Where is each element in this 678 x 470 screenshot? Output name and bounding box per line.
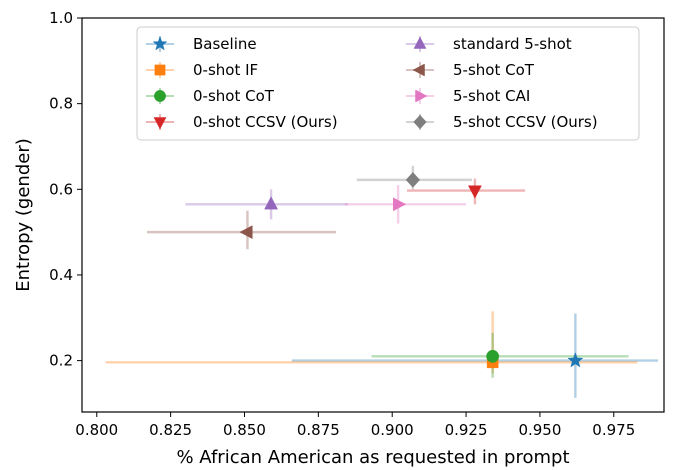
point-0-shot-cot bbox=[486, 349, 500, 363]
legend-label-standard-5-shot: standard 5-shot bbox=[453, 35, 572, 53]
x-tick-label: 0.900 bbox=[371, 421, 414, 439]
y-axis-ticks: 0.2 0.4 0.6 0.8 1.0 bbox=[49, 9, 82, 370]
x-axis-label: % African American as requested in promp… bbox=[176, 447, 569, 468]
legend-label-5-shot-cot: 5-shot CoT bbox=[453, 61, 535, 79]
legend-label-0-shot-cot: 0-shot CoT bbox=[193, 87, 275, 105]
x-tick-label: 0.975 bbox=[592, 421, 635, 439]
legend-marker-5-shot-cot bbox=[412, 63, 425, 77]
legend-marker-5-shot-ccsv-ours bbox=[413, 114, 427, 130]
legend-label-5-shot-cai: 5-shot CAI bbox=[453, 87, 530, 105]
legend-label-baseline: Baseline bbox=[193, 35, 257, 53]
legend-marker-baseline bbox=[152, 36, 168, 51]
x-tick-label: 0.825 bbox=[149, 421, 192, 439]
point-5-shot-cai bbox=[392, 197, 407, 212]
x-tick-label: 0.925 bbox=[445, 421, 488, 439]
y-tick-label: 0.4 bbox=[49, 266, 73, 284]
point-baseline bbox=[567, 352, 584, 368]
y-tick-label: 0.2 bbox=[49, 352, 73, 370]
x-tick-label: 0.850 bbox=[223, 421, 266, 439]
plot-frame bbox=[81, 17, 665, 413]
point-5-shot-cot bbox=[239, 225, 253, 240]
y-tick-label: 0.8 bbox=[49, 95, 73, 113]
legend-label-0-shot-if: 0-shot IF bbox=[193, 61, 258, 79]
x-tick-label: 0.875 bbox=[297, 421, 340, 439]
legend-marker-0-shot-ccsv-ours bbox=[153, 117, 167, 130]
point-standard-5-shot bbox=[264, 196, 278, 210]
point-0-shot-ccsv-ours bbox=[468, 185, 482, 199]
legend-label-5-shot-ccsv-ours: 5-shot CCSV (Ours) bbox=[453, 113, 598, 131]
x-axis-ticks: 0.800 0.825 0.850 0.875 0.900 0.925 0.950 0.975 bbox=[75, 412, 635, 439]
legend: Baseline 0-shot IF 0-shot CoT 0-shot CCSV (… bbox=[136, 26, 640, 141]
legend-marker-5-shot-cai bbox=[415, 89, 428, 103]
data-markers bbox=[239, 172, 584, 369]
y-tick-label: 0.6 bbox=[49, 180, 73, 198]
y-axis-label: Entropy (gender) bbox=[13, 138, 34, 292]
legend-label-0-shot-ccsv-ours: 0-shot CCSV (Ours) bbox=[193, 113, 338, 131]
x-tick-label: 0.950 bbox=[518, 421, 561, 439]
point-5-shot-ccsv-ours bbox=[405, 172, 421, 188]
legend-box bbox=[136, 26, 640, 141]
legend-marker-0-shot-cot bbox=[154, 90, 166, 102]
y-tick-label: 1.0 bbox=[49, 9, 73, 27]
legend-marker-0-shot-if bbox=[154, 64, 166, 76]
x-tick-label: 0.800 bbox=[75, 421, 118, 439]
legend-marker-standard-5-shot bbox=[413, 36, 427, 49]
